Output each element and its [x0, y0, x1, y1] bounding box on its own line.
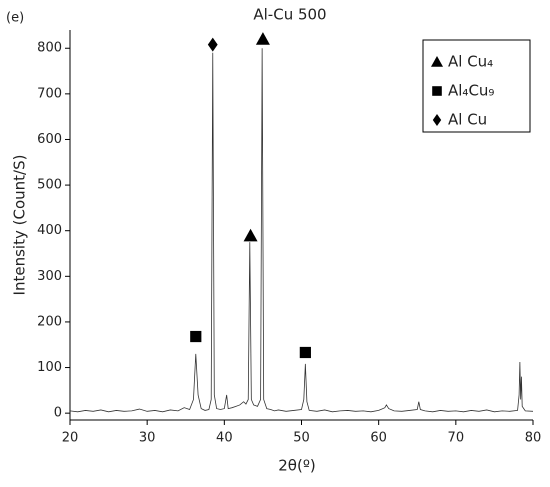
y-tick-label: 700: [37, 86, 62, 101]
xrd-pattern: [69, 48, 534, 413]
x-tick-label: 50: [293, 431, 310, 446]
x-tick-label: 70: [448, 431, 465, 446]
y-tick-label: 600: [37, 132, 62, 147]
x-tick-label: 30: [139, 431, 156, 446]
y-tick-label: 800: [37, 41, 62, 56]
y-tick-label: 0: [54, 406, 62, 421]
x-tick-label: 40: [216, 431, 233, 446]
x-axis-label: 2θ(º): [278, 457, 316, 475]
panel-label: (e): [6, 11, 24, 26]
legend-symbol: [432, 86, 442, 96]
y-tick-label: 100: [37, 360, 62, 375]
chart-title: Al-Cu 500: [253, 6, 326, 24]
x-tick-label: 20: [62, 431, 79, 446]
legend-symbol: [432, 114, 442, 126]
y-axis-label: Intensity (Count/S): [11, 155, 29, 296]
x-tick-label: 60: [370, 431, 387, 446]
y-tick-label: 300: [37, 269, 62, 284]
phase-marker: [207, 37, 218, 52]
phase-marker: [190, 330, 202, 343]
y-tick-label: 200: [37, 314, 62, 329]
y-tick-label: 400: [37, 223, 62, 238]
legend-label: Al₄Cu₉: [448, 82, 494, 100]
x-tick-label: 80: [525, 431, 542, 446]
y-tick-label: 500: [37, 178, 62, 193]
legend-label: Al Cu₄: [448, 53, 493, 71]
phase-marker: [243, 228, 258, 242]
phase-marker: [299, 346, 311, 359]
legend-symbol: [431, 56, 443, 67]
legend-box: [422, 39, 531, 133]
phase-marker: [255, 32, 270, 45]
legend-label: Al Cu: [448, 111, 487, 129]
